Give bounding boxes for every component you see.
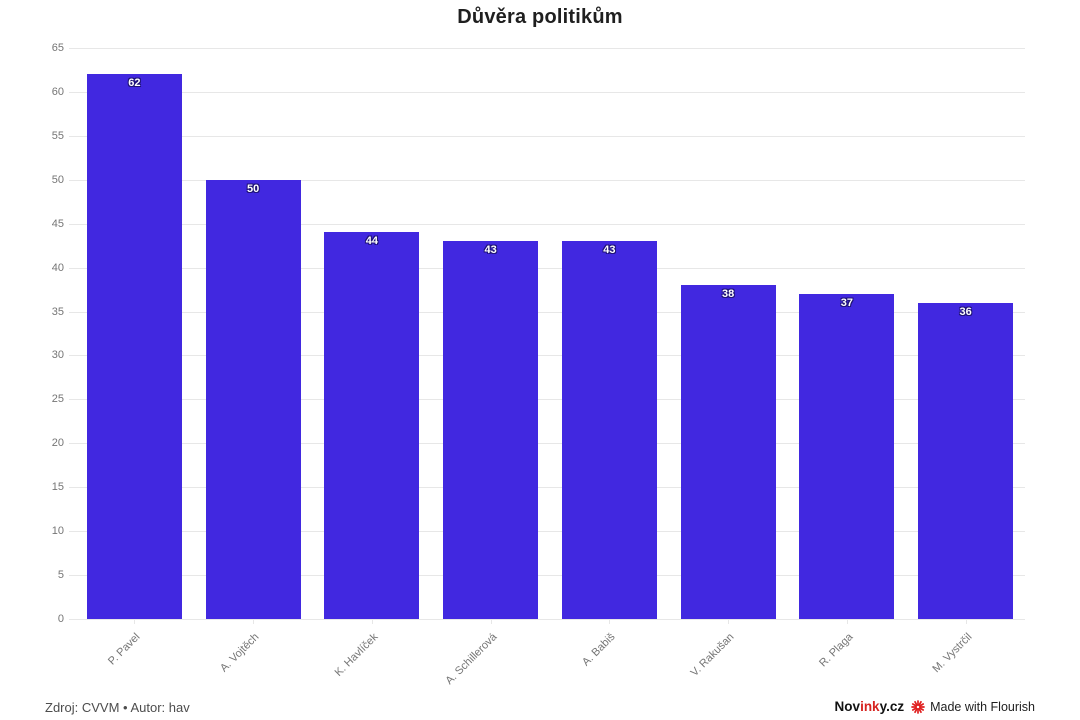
x-axis-tick (609, 619, 611, 624)
bar[interactable]: 38 (680, 285, 776, 619)
gridline (75, 443, 1025, 445)
y-axis-tick (69, 355, 75, 357)
y-axis-tick (69, 48, 75, 49)
y-axis-tick-label: 10 (51, 525, 64, 538)
bar[interactable]: 43 (561, 241, 657, 619)
x-axis-tick (371, 619, 373, 624)
bar-value-label: 43 (484, 244, 497, 257)
x-axis-tick (490, 619, 492, 624)
gridline (75, 575, 1025, 577)
made-with-label: Made with Flourish (930, 699, 1035, 714)
x-axis-tick (728, 619, 730, 624)
y-axis-tick (69, 135, 75, 137)
y-axis-tick (69, 179, 75, 181)
gridline (75, 179, 1025, 181)
flourish-starburst-icon (911, 699, 925, 714)
y-axis-tick-label: 20 (51, 437, 64, 450)
chart-title: Důvěra politikům (457, 6, 623, 28)
y-axis-tick-label: 35 (51, 305, 64, 318)
y-axis-tick-label: 5 (57, 569, 64, 582)
y-axis-tick (69, 311, 75, 313)
y-axis-tick (69, 443, 75, 445)
bar[interactable]: 44 (324, 232, 420, 619)
bar-value-label: 50 (247, 182, 260, 195)
gridline (75, 399, 1025, 401)
y-axis-tick-label: 45 (51, 217, 64, 230)
y-axis-tick (69, 223, 75, 225)
x-axis-tick (134, 619, 136, 624)
y-axis-tick (69, 267, 75, 269)
bar-value-label: 36 (959, 305, 972, 318)
bar-value-label: 38 (722, 288, 735, 301)
y-axis-tick (69, 487, 75, 489)
bar[interactable]: 36 (918, 302, 1014, 619)
y-axis-tick-label: 25 (51, 393, 64, 406)
y-axis-tick-label: 65 (51, 42, 64, 54)
gridline (75, 355, 1025, 357)
gridline (75, 487, 1025, 489)
x-axis-category-label: A. Babiš (580, 631, 618, 669)
brand-highlight: ink (860, 699, 880, 714)
x-axis-category-label: K. Havlíček (332, 631, 381, 679)
gridline (75, 223, 1025, 225)
y-axis-tick-label: 15 (51, 481, 64, 494)
gridline (75, 267, 1025, 269)
bar[interactable]: 37 (799, 293, 895, 619)
bar-value-label: 44 (365, 235, 378, 248)
gridline (75, 311, 1025, 313)
brand-suffix: y.cz (879, 699, 905, 714)
bar-value-label: 62 (128, 77, 141, 90)
y-axis-tick-label: 0 (57, 613, 64, 625)
y-axis-tick-label: 60 (51, 85, 64, 98)
y-axis-tick (69, 575, 75, 577)
gridline (75, 48, 1025, 49)
bar[interactable]: 62 (86, 74, 182, 619)
made-with-flourish-link[interactable]: Made with Flourish (911, 700, 1035, 714)
gridline (75, 91, 1025, 93)
x-axis-tick (965, 619, 967, 624)
bar-value-label: 37 (840, 296, 853, 309)
y-axis-tick (69, 531, 75, 533)
gridline (75, 135, 1025, 137)
y-axis-tick-label: 55 (51, 129, 64, 142)
y-axis-tick-label: 40 (51, 261, 64, 274)
x-axis-tick (846, 619, 848, 624)
bar[interactable]: 50 (205, 179, 301, 619)
y-axis-tick (69, 399, 75, 401)
brand-prefix: Nov (834, 699, 861, 714)
novinky-logo-link[interactable]: Novinky.cz (835, 699, 905, 714)
x-axis-category-label: A. Vojtěch (218, 631, 262, 675)
y-axis-tick-label: 50 (51, 173, 64, 186)
y-axis-tick (69, 91, 75, 93)
x-axis-category-label: V. Rakušan (688, 631, 737, 679)
bar-value-label: 43 (603, 244, 616, 257)
x-axis-tick (253, 619, 255, 624)
y-axis-tick-label: 30 (51, 349, 64, 362)
gridline (75, 531, 1025, 533)
y-axis-tick (69, 619, 75, 620)
gridline (75, 619, 1025, 620)
bar[interactable]: 43 (443, 241, 539, 619)
x-axis-category-label: A. Schillerová (443, 631, 500, 688)
footer-brand-area: Novinky.cz Made with Flourish (835, 699, 1035, 714)
source-credit: Zdroj: CVVM • Autor: hav (45, 700, 190, 715)
